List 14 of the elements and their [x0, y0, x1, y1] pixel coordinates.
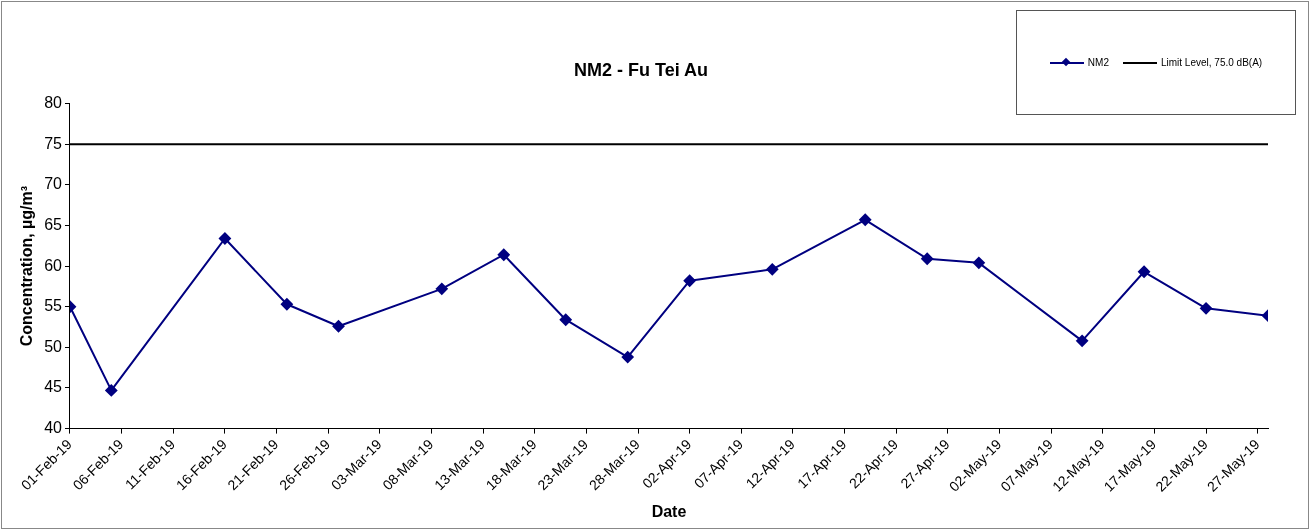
y-tick-label: 80 — [44, 94, 63, 112]
legend-label: NM2 — [1087, 57, 1109, 68]
y-tick-label: 55 — [44, 297, 63, 315]
y-tick-label: 40 — [44, 419, 63, 437]
chart-title: NM2 - Fu Tei Au — [574, 59, 708, 80]
legend-label: Limit Level, 75.0 dB(A) — [1160, 57, 1263, 68]
y-tick-label: 45 — [44, 378, 63, 396]
y-axis-title: Concentration, µg/m³ — [18, 185, 36, 347]
y-tick-label: 65 — [44, 215, 63, 233]
y-tick-label: 70 — [44, 175, 63, 193]
x-axis-title: Date — [651, 502, 687, 520]
y-tick-label: 50 — [44, 337, 63, 355]
y-tick-label: 75 — [44, 134, 63, 152]
y-tick-label: 60 — [44, 256, 63, 274]
